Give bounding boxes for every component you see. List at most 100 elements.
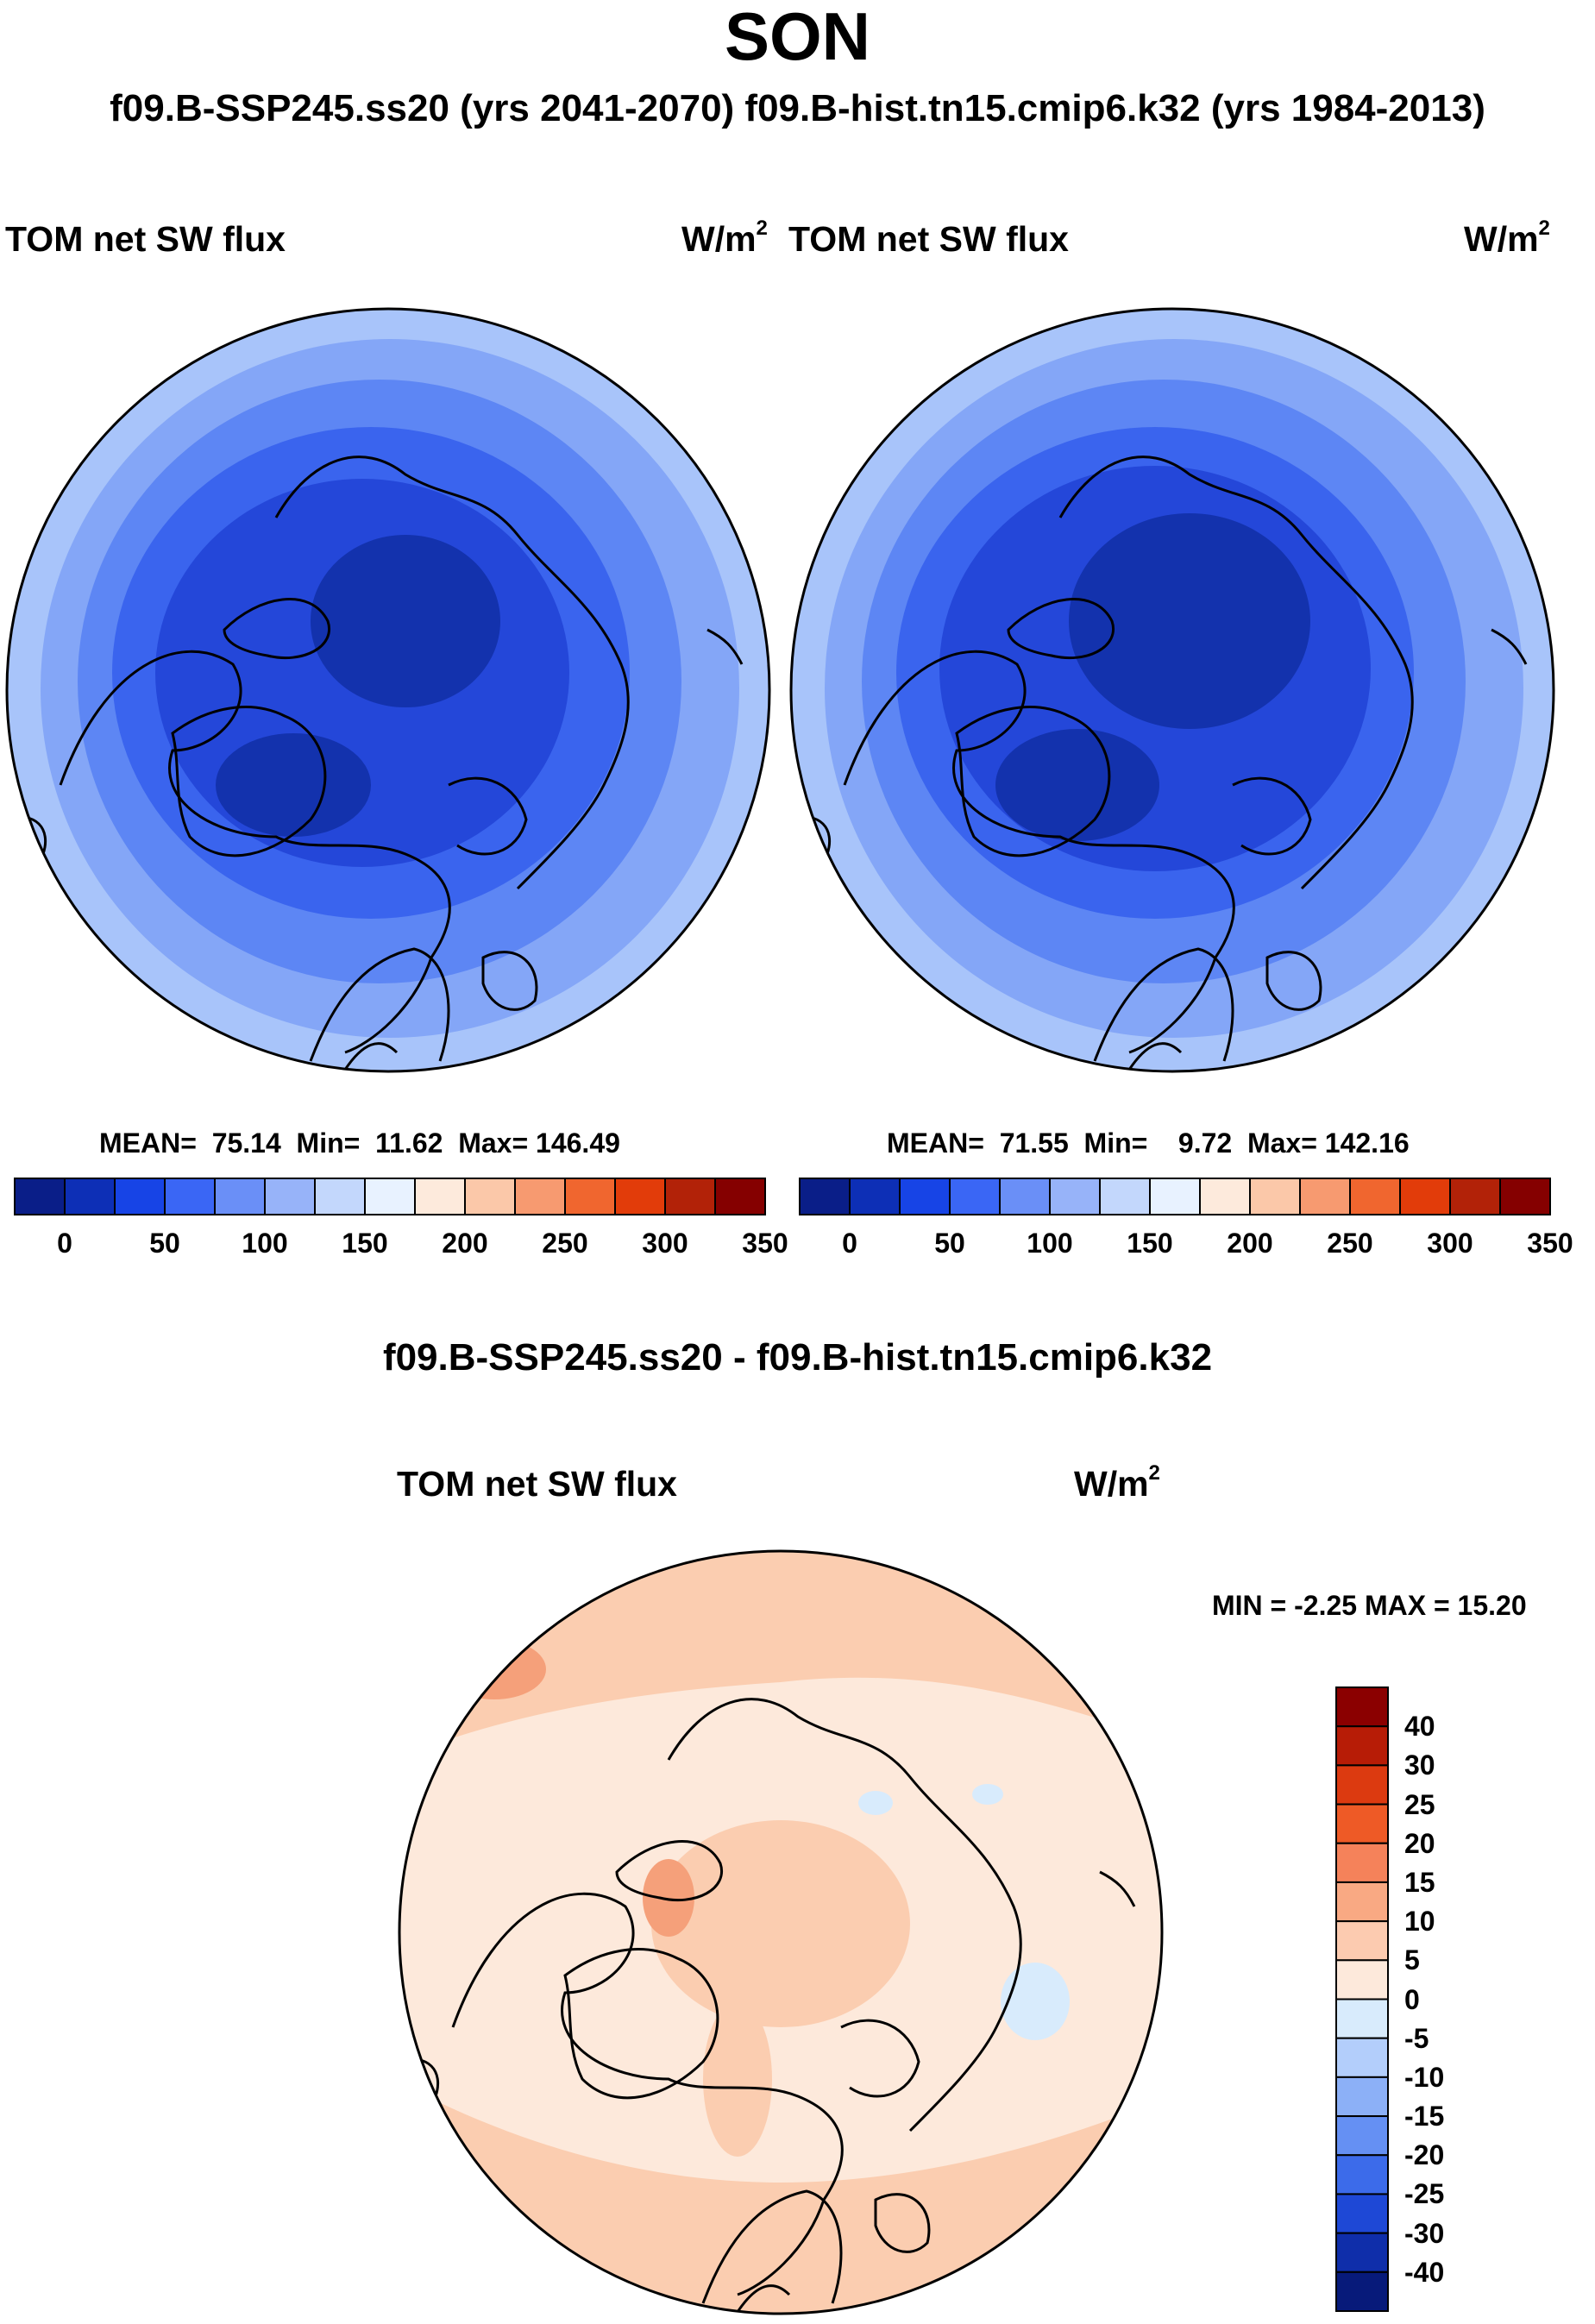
diff-minmax: MIN = -2.25 MAX = 15.20 [1212,1590,1527,1621]
panel1-mean-value: 75.14 [211,1127,281,1159]
map2-band-core [1069,513,1310,729]
colorbar-1-swatch [664,1178,716,1215]
map3-archipelago-warm [643,1859,694,1937]
colorbar-3 [1335,1686,1389,2312]
colorbar-2-tick-label: 150 [1127,1228,1173,1259]
panel2-units-base: W/m [1464,219,1539,259]
colorbar-3-swatch [1335,1920,1389,1962]
panel1-max-label: Max= [458,1127,529,1159]
map3-coastlines [400,1698,1136,2313]
map2 [789,307,1555,1073]
colorbar-3-tick-label: -30 [1404,2217,1445,2249]
colorbar-1-tick-label: 300 [642,1228,688,1259]
colorbar-1-swatch [464,1178,516,1215]
colorbar-2 [799,1178,1551,1215]
colorbar-3-swatch [1335,1881,1389,1923]
colorbar-1-swatch [114,1178,166,1215]
panel2-units-label: W/m2 [1464,217,1550,259]
panel1-variable-label: TOM net SW flux [5,219,286,259]
panel1-units-label: W/m2 [681,218,768,259]
panel1-max-value: 146.49 [536,1127,620,1159]
colorbar-3-tick-label: -40 [1404,2256,1445,2288]
colorbar-1-swatch [314,1178,366,1215]
colorbar-2-swatch [949,1178,1001,1215]
colorbar-2-swatch [899,1178,951,1215]
colorbar-3-swatch [1335,2193,1389,2234]
colorbar-1-swatch [564,1178,616,1215]
colorbar-1-tick-label: 200 [442,1228,488,1259]
colorbar-2-swatch [1399,1178,1451,1215]
map3-cool-patch-2 [858,1791,893,1815]
colorbar-3-tick-label: 5 [1404,1944,1420,1976]
colorbar-1-tick-label: 250 [542,1228,588,1259]
map3-warm-patch [443,1639,546,1699]
panel3-variable-label: TOM net SW flux [397,1464,677,1504]
colorbar-1-swatch [614,1178,666,1215]
panel1-units-base: W/m [681,219,757,259]
colorbar-3-tick-label: 25 [1404,1788,1435,1820]
colorbar-3-swatch [1335,1803,1389,1844]
colorbar-3-tick-label: 10 [1404,1906,1435,1938]
map3-cool-patch-3 [972,1784,1003,1805]
panel2-mean-label: MEAN= [887,1127,984,1159]
colorbar-3-swatch [1335,2271,1389,2312]
colorbar-2-swatch [999,1178,1051,1215]
map3-greenland-warm [703,2001,772,2157]
panel1-min-value: 11.62 [375,1127,443,1159]
map1 [5,307,771,1073]
diff-title: f09.B-SSP245.ss20 - f09.B-hist.tn15.cmip… [382,1336,1213,1379]
colorbar-3-tick-label: -10 [1404,2061,1445,2093]
colorbar-2-tick-label: 250 [1327,1228,1373,1259]
colorbar-1-tick-label: 50 [149,1228,180,1259]
map3-border [398,1549,1164,2315]
panel3-units-base: W/m [1074,1464,1149,1504]
colorbar-2-tick-label: 100 [1027,1228,1073,1259]
colorbar-3-swatch [1335,1725,1389,1767]
colorbar-1-swatch [714,1178,766,1215]
panel2-units-exp: 2 [1538,217,1550,241]
colorbar-3-swatch [1335,2037,1389,2078]
map3 [398,1549,1164,2315]
map1-band-core [311,535,500,707]
colorbar-3-swatch [1335,2115,1389,2157]
panel2-variable-label: TOM net SW flux [788,219,1069,259]
colorbar-3-tick-label: -5 [1404,2022,1429,2054]
map1-border [5,307,771,1073]
colorbar-3-tick-label: -15 [1404,2101,1445,2132]
panel1-min-label: Min= [296,1127,361,1159]
panel2-min-label: Min= [1083,1127,1148,1159]
colorbar-1-tick-label: 150 [342,1228,388,1259]
colorbar-1-swatch [64,1178,116,1215]
colorbar-1-swatch [514,1178,566,1215]
colorbar-2-swatch [1499,1178,1551,1215]
panel3-units-label: W/m2 [1074,1463,1160,1504]
map3-central-warm [651,1820,910,2027]
colorbar-2-tick-label: 50 [934,1228,965,1259]
colorbar-2-swatch [1149,1178,1201,1215]
colorbar-2-swatch [849,1178,901,1215]
colorbar-2-tick-label: 300 [1427,1228,1473,1259]
colorbar-3-swatch [1335,1998,1389,2039]
map2-border [789,307,1555,1073]
colorbar-2-swatch [1299,1178,1351,1215]
colorbar-3-swatch [1335,2076,1389,2118]
colorbar-2-swatch [1049,1178,1101,1215]
colorbar-3-swatch [1335,1842,1389,1883]
colorbar-2-swatch [1349,1178,1401,1215]
main-title: SON [724,0,871,74]
panel2-max-value: 142.16 [1324,1127,1410,1159]
colorbar-3-swatch [1335,1959,1389,2001]
colorbar-3-tick-label: 15 [1404,1866,1435,1898]
colorbar-3-swatch [1335,2232,1389,2273]
colorbar-2-tick-label: 200 [1227,1228,1273,1259]
map3-cool-patch-1 [1001,1963,1070,2040]
panel2-min-value: 9.72 [1177,1127,1233,1159]
panel2-mean-value: 71.55 [999,1127,1069,1159]
panel2-max-label: Max= [1246,1127,1317,1159]
colorbar-3-tick-label: 20 [1404,1827,1435,1859]
colorbar-3-tick-label: -25 [1404,2178,1445,2210]
colorbar-1-tick-label: 100 [242,1228,288,1259]
map1-greenland-core [216,733,371,837]
colorbar-1-swatch [264,1178,316,1215]
subtitle: f09.B-SSP245.ss20 (yrs 2041-2070) f09.B-… [110,87,1485,129]
